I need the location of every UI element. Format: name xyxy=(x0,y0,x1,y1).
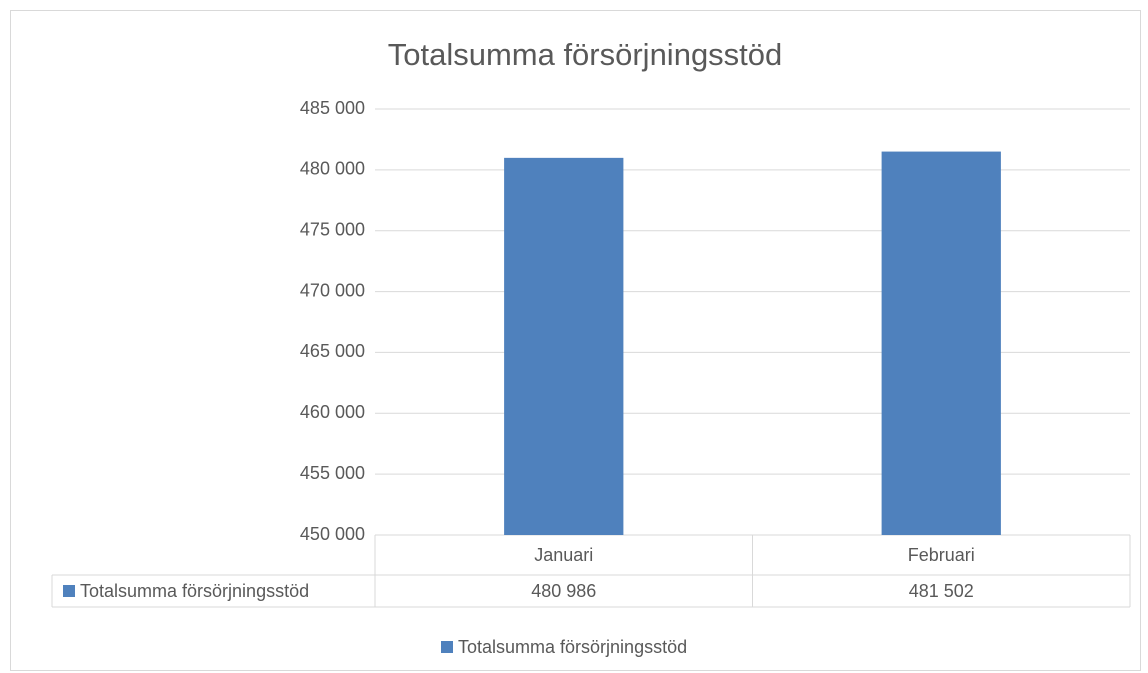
bar xyxy=(504,157,624,535)
table-series-name: Totalsumma försörjningsstöd xyxy=(80,581,309,601)
y-tick-label: 455 000 xyxy=(300,463,365,483)
x-tick-label: Februari xyxy=(908,545,975,565)
y-tick-label: 460 000 xyxy=(300,402,365,422)
y-tick-label: 465 000 xyxy=(300,341,365,361)
bar xyxy=(881,151,1001,535)
table-legend-key xyxy=(63,585,75,597)
x-tick-label: Januari xyxy=(534,545,593,565)
table-value: 480 986 xyxy=(531,581,596,601)
legend-label: Totalsumma försörjningsstöd xyxy=(458,637,687,657)
y-tick-label: 485 000 xyxy=(300,98,365,118)
legend-key xyxy=(441,641,453,653)
y-tick-label: 475 000 xyxy=(300,219,365,239)
y-tick-label: 470 000 xyxy=(300,280,365,300)
y-tick-label: 480 000 xyxy=(300,159,365,179)
chart-title: Totalsumma försörjningsstöd xyxy=(388,37,783,72)
table-value: 481 502 xyxy=(909,581,974,601)
y-tick-label: 450 000 xyxy=(300,524,365,544)
